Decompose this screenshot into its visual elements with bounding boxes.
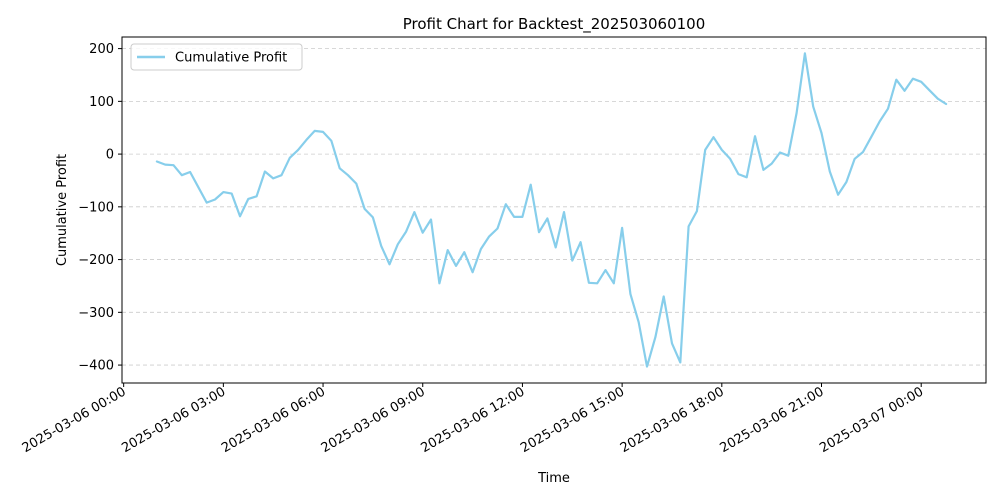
y-axis: −400 −300 −200 −100 0 100 200	[78, 42, 122, 374]
y-axis-label: Cumulative Profit	[55, 154, 70, 266]
chart-title: Profit Chart for Backtest_202503060100	[403, 15, 706, 34]
y-tick-label: 200	[89, 42, 114, 57]
legend-label-cumulative-profit: Cumulative Profit	[175, 51, 287, 66]
y-tick-label: 0	[106, 148, 114, 163]
y-tick-label: −200	[78, 253, 114, 268]
y-tick-label: −300	[78, 306, 114, 321]
series-layer	[155, 52, 948, 368]
y-tick-label: −100	[78, 200, 114, 215]
series-line-cumulative-profit	[155, 52, 948, 368]
legend: Cumulative Profit	[130, 43, 303, 71]
legend-box	[130, 43, 303, 71]
y-tick-label: 100	[89, 95, 114, 110]
plot-area-frame	[121, 36, 987, 384]
x-axis-label: Time	[537, 471, 570, 486]
y-tick-label: −400	[78, 359, 114, 374]
